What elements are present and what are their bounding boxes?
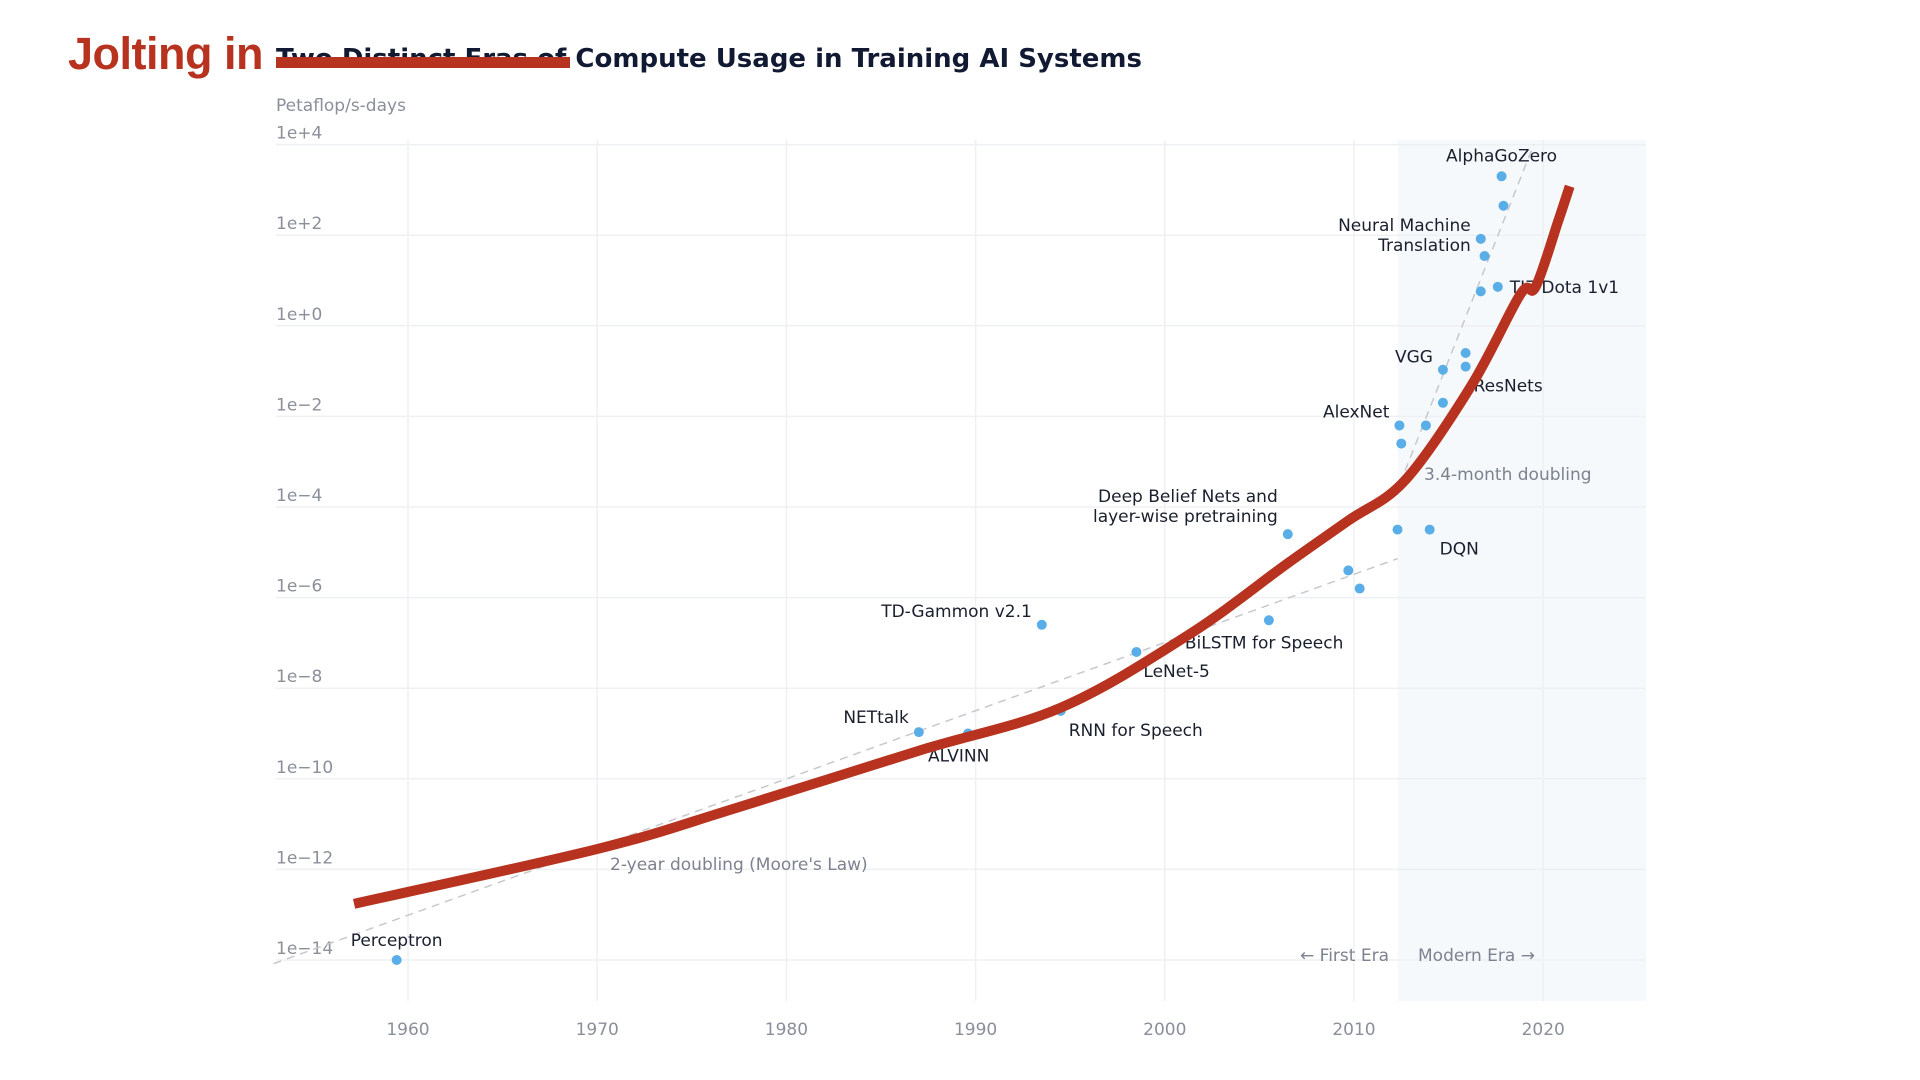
modern-era-shade (1397, 140, 1646, 1001)
point-label: TD-Gammon v2.1 (880, 602, 1032, 622)
point-label: RNN for Speech (1069, 721, 1203, 741)
data-point (1420, 420, 1431, 431)
data-point (1282, 529, 1293, 540)
y-tick-label: 1e−14 (276, 939, 333, 959)
y-axis-label: Petaflop/s-days (276, 96, 406, 116)
y-tick-label: 1e−2 (276, 395, 322, 415)
y-tick-label: 1e+0 (276, 305, 322, 325)
y-tick-label: 1e+2 (276, 214, 322, 234)
x-tick-label: 1990 (954, 1020, 997, 1040)
point-label: LeNet-5 (1143, 662, 1209, 682)
data-point (1396, 438, 1407, 449)
x-tick-label: 2020 (1522, 1020, 1565, 1040)
data-point (391, 955, 402, 965)
point-label: Perceptron (351, 931, 443, 951)
data-point (1263, 615, 1274, 626)
y-tick-label: 1e−10 (276, 758, 333, 778)
point-label: BiLSTM for Speech (1185, 633, 1344, 653)
data-point (1460, 361, 1471, 372)
data-point (1394, 420, 1405, 431)
data-point (1036, 619, 1047, 630)
trend-label: 3.4-month doubling (1424, 465, 1592, 485)
headline: Jolting in (68, 28, 263, 79)
trend-label: 2-year doubling (Moore's Law) (610, 855, 868, 875)
data-point (913, 727, 924, 738)
data-point (1492, 281, 1503, 292)
data-point (1354, 583, 1365, 594)
data-point (1343, 565, 1354, 576)
point-label: Translation (1377, 236, 1471, 256)
chart-title: Two Distinct Eras of Compute Usage in Tr… (276, 44, 1142, 74)
point-label: Deep Belief Nets and (1098, 487, 1278, 507)
x-tick-label: 1980 (765, 1020, 808, 1040)
data-point (1392, 524, 1403, 535)
y-tick-label: 1e−8 (276, 667, 322, 687)
point-label: Neural Machine (1338, 216, 1471, 236)
y-tick-label: 1e−4 (276, 486, 322, 506)
trend-line (1404, 144, 1535, 472)
data-point (1498, 200, 1509, 211)
struck-title-part: Two Distinct Eras of (276, 44, 567, 74)
title-rest: Compute Usage in Training AI Systems (575, 44, 1142, 74)
data-point (1424, 524, 1435, 535)
data-point (1131, 646, 1142, 657)
jolting-curve (352, 184, 1575, 909)
y-tick-label: 1e+4 (276, 124, 322, 144)
y-tick-label: 1e−12 (276, 848, 333, 868)
data-point (1475, 233, 1486, 244)
data-point (1437, 397, 1448, 408)
y-tick-label: 1e−6 (276, 577, 322, 597)
point-label: NETtalk (843, 708, 909, 728)
first-era-label: ← First Era (1300, 946, 1389, 966)
data-point (1496, 171, 1507, 182)
x-tick-label: 1960 (386, 1020, 429, 1040)
point-label: DQN (1440, 540, 1479, 560)
x-tick-label: 1970 (576, 1020, 619, 1040)
point-label: AlexNet (1323, 402, 1390, 422)
point-label: ALVINN (928, 747, 989, 767)
point-label: layer-wise pretraining (1093, 507, 1278, 527)
point-label: VGG (1395, 348, 1433, 368)
data-point (1437, 364, 1448, 375)
trend-line (273, 557, 1398, 965)
data-point (1460, 347, 1471, 358)
x-tick-label: 2010 (1332, 1020, 1375, 1040)
point-label: ResNets (1474, 377, 1543, 397)
data-point (1479, 251, 1490, 262)
modern-era-label: Modern Era → (1418, 946, 1535, 966)
x-tick-label: 2000 (1143, 1020, 1186, 1040)
point-label: AlphaGoZero (1446, 146, 1557, 166)
data-point (1475, 286, 1486, 297)
